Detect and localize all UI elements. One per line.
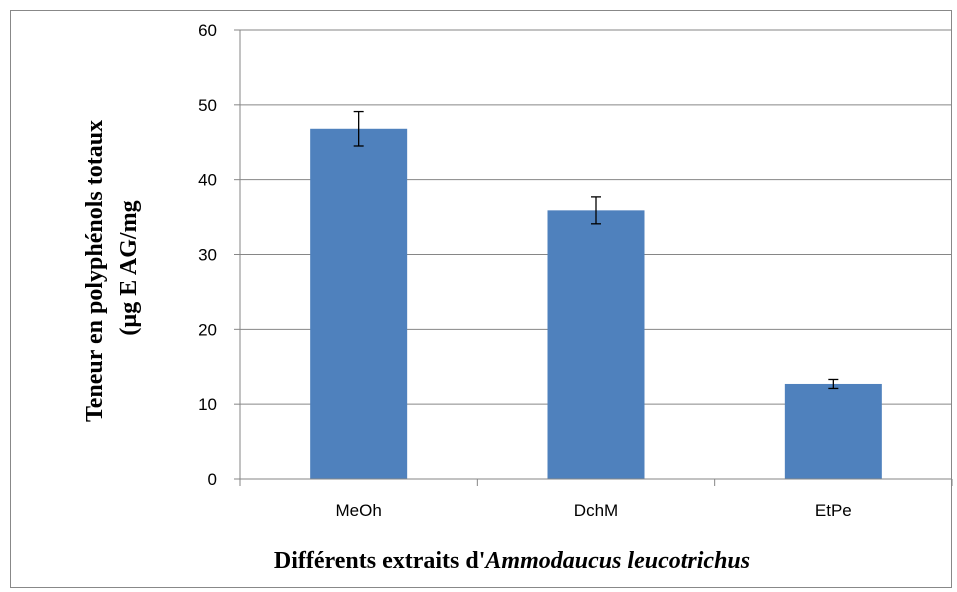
x-tick-label-dchm: DchM [574,501,618,520]
y-tick-label-10: 10 [198,395,217,414]
x-tick-label-meoh: MeOh [336,501,382,520]
x-tick-label-etpe: EtPe [815,501,852,520]
axes [234,29,953,486]
bar-etpe [784,383,882,479]
y-tick-label-60: 60 [198,21,217,40]
bar-dchm [547,210,645,479]
y-tick-label-30: 30 [198,246,217,265]
y-tick-label-20: 20 [198,320,217,339]
y-tick-label-40: 40 [198,171,217,190]
bars [310,128,882,479]
tick-labels: 0 10 20 30 40 50 60 MeOh DchM EtPe [198,21,852,520]
x-axis-title: Différents extraits d'Ammodaucus leucotr… [274,548,750,574]
y-axis-title: Teneur en polyphénols totaux (µg E AG/mg [82,114,142,422]
bar-meoh [310,128,408,479]
y-axis-title-line1: Teneur en polyphénols totaux [82,120,108,422]
y-tick-label-50: 50 [198,96,217,115]
x-axis-title-species: Ammodaucus leucotrichus [483,548,750,574]
chart-frame [10,10,952,588]
y-axis-title-line2: (µg E AG/mg [116,200,142,335]
y-tick-label-0: 0 [208,470,217,489]
x-axis-title-prefix: Différents extraits d' [274,548,486,574]
error-bars [353,110,839,390]
